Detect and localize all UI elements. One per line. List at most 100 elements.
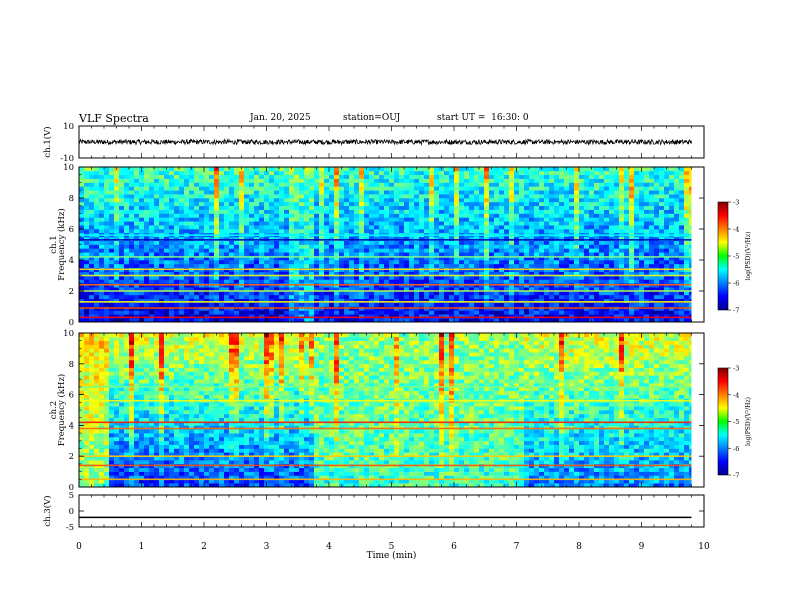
spectrogram-cell <box>619 225 625 230</box>
spectrogram-cell <box>104 186 110 191</box>
spectrogram-cell <box>314 229 320 234</box>
spectrogram-cell <box>409 205 415 210</box>
spectrogram-cell <box>269 302 275 307</box>
spectrogram-cell <box>519 198 525 203</box>
spectrogram-cell <box>289 225 295 230</box>
spectrogram-cell <box>524 194 530 199</box>
spectrogram-cell <box>629 263 635 269</box>
spectrogram-cell <box>524 236 530 241</box>
spectrogram-cell <box>394 201 400 207</box>
spectrogram-cell <box>514 260 520 265</box>
spectrogram-cell <box>274 256 280 261</box>
spectrogram-cell <box>509 178 515 183</box>
spectrogram-cell <box>199 240 205 245</box>
spectrogram-cell <box>529 198 535 203</box>
spectrogram-cell <box>119 236 125 241</box>
spectrogram-cell <box>119 174 125 179</box>
spectrogram-cell <box>639 294 645 300</box>
spectrogram-cell <box>154 252 160 257</box>
spectrogram-cell <box>284 209 290 214</box>
spectrogram-cell <box>584 318 590 323</box>
spectrogram-cell <box>109 217 115 222</box>
spectrogram-cell <box>524 225 530 230</box>
spectrogram-cell <box>369 256 375 261</box>
spectrogram-cell <box>614 170 620 176</box>
spectrogram-cell <box>529 256 535 261</box>
spectrogram-cell <box>559 178 565 183</box>
spectrogram-cell <box>139 244 145 249</box>
spectrogram-cell <box>289 244 295 249</box>
spectrogram-cell <box>394 271 400 276</box>
spectrogram-cell <box>279 302 285 307</box>
spectrogram-cell <box>484 248 490 253</box>
spectrogram-cell <box>94 287 100 292</box>
spectrogram-cell <box>579 198 585 203</box>
spectrogram-cell <box>89 198 95 203</box>
spectrogram-cell <box>379 240 385 245</box>
spectrogram-cell <box>464 213 470 218</box>
spectrogram-cell <box>674 314 680 319</box>
spectrogram-cell <box>404 260 410 265</box>
spectrogram-cell <box>454 201 460 207</box>
spectrogram-cell <box>599 229 605 234</box>
spectrogram-cell <box>149 279 155 284</box>
spectrogram-cell <box>539 256 545 261</box>
spectrogram-cell <box>124 287 130 292</box>
spectrogram-cell <box>449 310 455 315</box>
spectrogram-cell <box>419 167 425 172</box>
spectrogram-cell <box>139 236 145 241</box>
spectrogram-cell <box>574 314 580 319</box>
spectrogram-cell <box>179 302 185 307</box>
spectrogram-cell <box>229 302 235 307</box>
spectrogram-cell <box>414 182 420 187</box>
spectrogram-cell <box>454 167 460 172</box>
spectrogram-cell <box>514 170 520 176</box>
spectrogram-cell <box>634 279 640 284</box>
spectrogram-cell <box>614 260 620 265</box>
spectrogram-cell <box>599 225 605 230</box>
spectrogram-cell <box>134 236 140 241</box>
spectrogram-cell <box>319 209 325 214</box>
spectrogram-cell <box>229 221 235 226</box>
spectrogram-cell <box>449 236 455 241</box>
spectrogram-cell <box>229 198 235 203</box>
spectrogram-cell <box>329 198 335 203</box>
spectrogram-cell <box>109 310 115 315</box>
spectrogram-cell <box>439 213 445 218</box>
spectrogram-cell <box>169 291 175 296</box>
spectrogram-cell <box>499 244 505 249</box>
spectrogram-cell <box>159 260 165 265</box>
spectrogram-cell <box>319 294 325 300</box>
spectrogram-cell <box>294 221 300 226</box>
spectrogram-cell <box>384 302 390 307</box>
spectrogram-cell <box>594 174 600 179</box>
spectrogram-cell <box>129 298 135 303</box>
spectrogram-cell <box>544 205 550 210</box>
spectrogram-cell <box>139 248 145 253</box>
spectrogram-cell <box>389 236 395 241</box>
spectrogram-cell <box>329 302 335 307</box>
spectrogram-cell <box>169 186 175 191</box>
spectrogram-cell <box>139 209 145 214</box>
spectrogram-cell <box>94 298 100 303</box>
spectrogram-cell <box>289 287 295 292</box>
spectrogram-cell <box>524 178 530 183</box>
spectrogram-cell <box>419 298 425 303</box>
spectrogram-cell <box>199 190 205 195</box>
spectrogram-cell <box>444 198 450 203</box>
spectrogram-cell <box>549 194 555 199</box>
spectrogram-cell <box>619 279 625 284</box>
spectrogram-cell <box>204 314 210 319</box>
spectrogram-cell <box>304 205 310 210</box>
spectrogram-cell <box>299 256 305 261</box>
spectrogram-cell <box>339 256 345 261</box>
spectrogram-cell <box>669 244 675 249</box>
spectrogram-cell <box>584 248 590 253</box>
spectrogram-cell <box>629 252 635 257</box>
spectrogram-cell <box>514 248 520 253</box>
spectrogram-cell <box>639 244 645 249</box>
spectrogram-cell <box>489 263 495 269</box>
spectrogram-cell <box>314 302 320 307</box>
spectrogram-cell <box>169 229 175 234</box>
spectrogram-cell <box>539 174 545 179</box>
